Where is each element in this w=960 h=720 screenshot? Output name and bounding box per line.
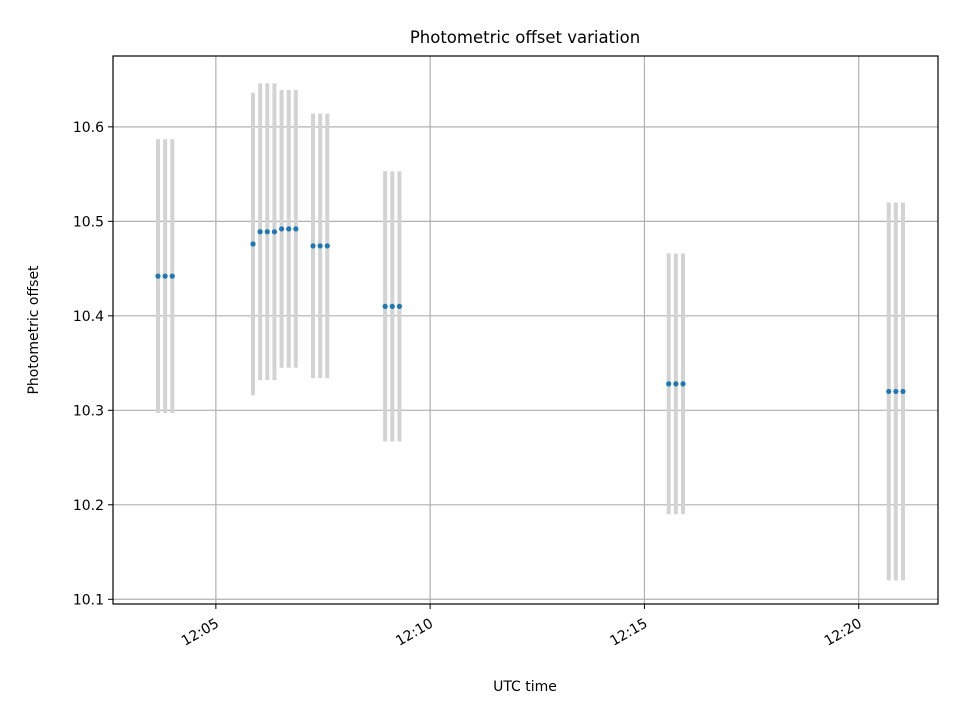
data-point <box>382 303 388 309</box>
data-point <box>673 381 679 387</box>
y-tick-label: 10.3 <box>73 403 104 419</box>
data-point <box>317 243 323 249</box>
data-point <box>264 229 270 235</box>
data-point <box>900 388 906 395</box>
data-point <box>257 229 263 235</box>
plot-frame <box>112 55 939 605</box>
data-point <box>893 388 899 395</box>
data-point <box>324 243 330 249</box>
data-point <box>293 226 299 232</box>
data-point <box>169 273 175 279</box>
data-point <box>666 381 672 387</box>
data-point <box>389 303 395 309</box>
y-axis: 10.1 10.2 10.3 10.4 10.5 10.6 <box>73 120 113 608</box>
y-tick-label: 10.1 <box>73 592 104 608</box>
data-point <box>155 273 161 279</box>
data-point <box>286 226 292 232</box>
point-layer <box>155 226 906 395</box>
y-tick-label: 10.5 <box>73 214 104 230</box>
data-point <box>278 226 285 232</box>
y-tick-label: 10.6 <box>73 120 104 136</box>
y-axis-label: Photometric offset <box>26 265 42 395</box>
data-point <box>310 243 316 249</box>
data-point <box>886 388 892 395</box>
chart-title: Photometric offset variation <box>410 28 640 47</box>
data-point <box>271 229 278 235</box>
y-tick-label: 10.2 <box>73 498 104 514</box>
x-axis-label: UTC time <box>493 679 557 695</box>
data-point <box>680 381 686 387</box>
data-point <box>250 241 256 247</box>
data-point <box>162 273 168 279</box>
data-point <box>396 303 403 309</box>
grid-layer <box>113 56 938 604</box>
y-tick-label: 10.4 <box>73 309 104 325</box>
